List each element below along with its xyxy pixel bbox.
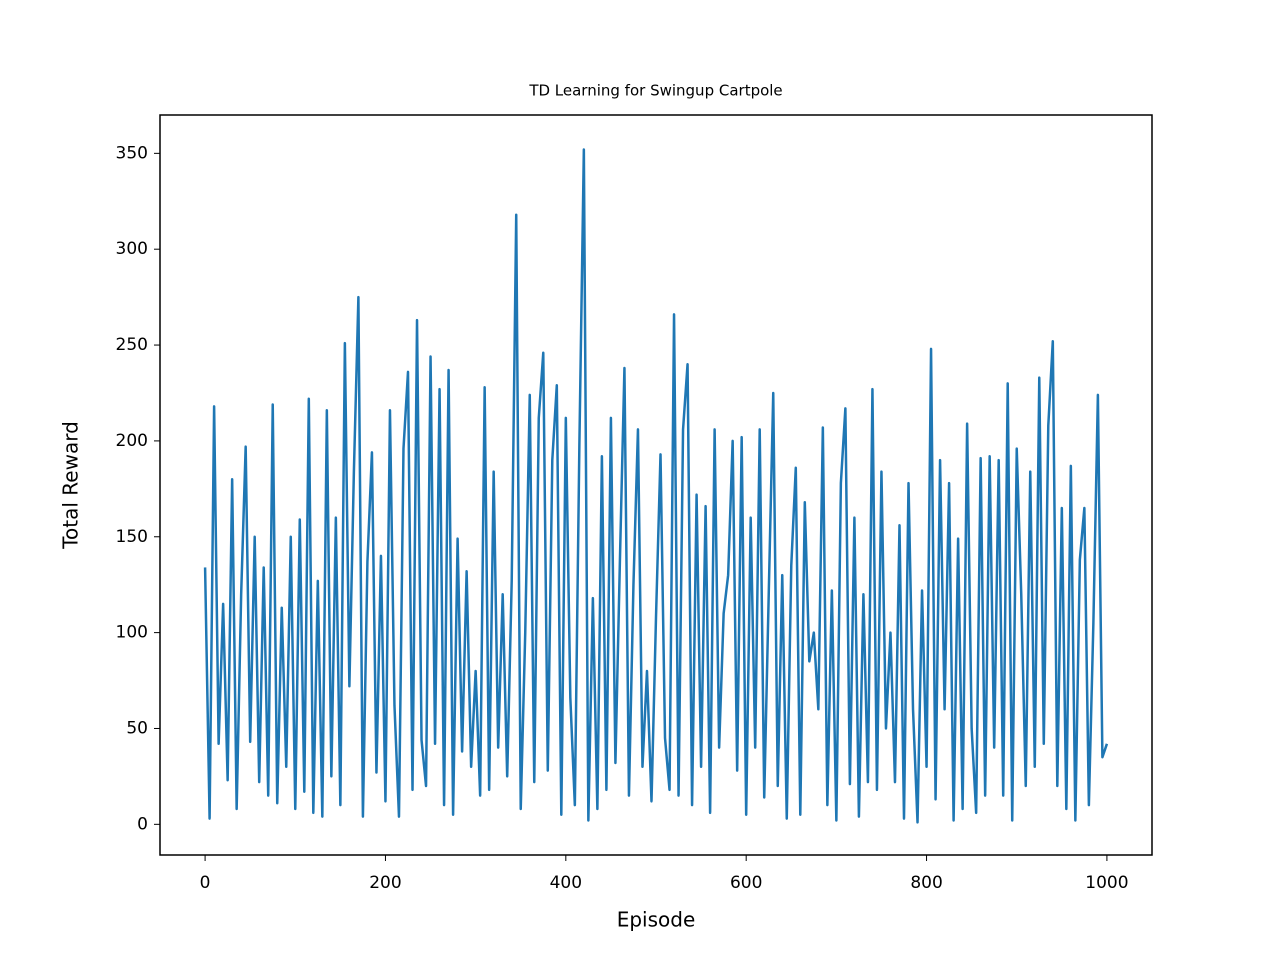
y-tick-label: 150 (116, 527, 148, 547)
chart-title: TD Learning for Swingup Cartpole (528, 82, 782, 100)
y-axis-label: Total Reward (59, 421, 83, 550)
x-tick-label: 400 (550, 873, 582, 893)
y-tick-label: 0 (137, 814, 148, 834)
y-tick-label: 350 (116, 143, 148, 163)
x-tick-label: 800 (910, 873, 942, 893)
y-tick-label: 300 (116, 239, 148, 259)
x-tick-label: 0 (200, 873, 211, 893)
x-tick-label: 200 (369, 873, 401, 893)
y-tick-label: 200 (116, 431, 148, 451)
y-tick-label: 250 (116, 335, 148, 355)
plot-frame (159, 114, 1153, 856)
x-tick-label: 600 (730, 873, 762, 893)
line-series (203, 148, 1109, 824)
y-tick-label: 50 (126, 718, 148, 738)
x-tick-label: 1000 (1085, 873, 1128, 893)
y-tick-label: 100 (116, 623, 148, 643)
x-axis-label: Episode (617, 908, 696, 932)
